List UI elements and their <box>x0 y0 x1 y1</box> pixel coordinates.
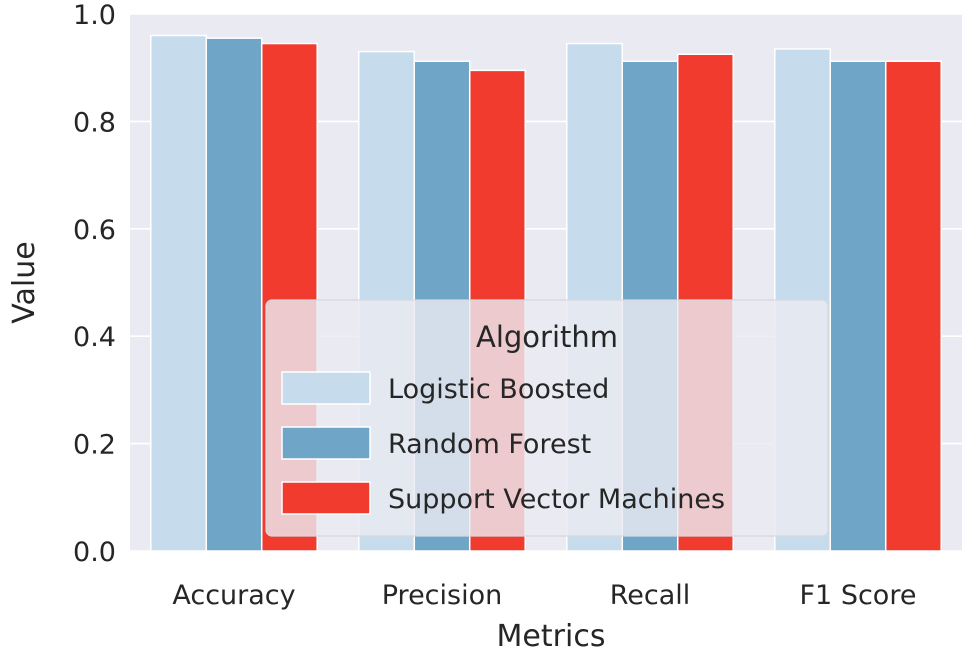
legend: Algorithm Logistic Boosted Random Forest S… <box>265 299 829 537</box>
legend-box <box>265 299 829 537</box>
legend-swatch <box>281 426 371 460</box>
legend-label: Random Forest <box>388 429 591 460</box>
y-tick-label: 0.8 <box>73 107 116 138</box>
x-tick-label: Accuracy <box>172 580 295 611</box>
y-tick-label: 0.2 <box>73 430 116 461</box>
legend-swatch <box>281 481 371 515</box>
y-axis-ticks: 0.0 0.2 0.4 0.6 0.8 1.0 <box>73 0 116 568</box>
x-tick-label: Recall <box>610 580 691 611</box>
legend-title: Algorithm <box>476 320 618 354</box>
bar-random-forest-accuracy <box>205 37 263 552</box>
y-tick-label: 0.0 <box>73 537 116 568</box>
x-tick-label: F1 Score <box>800 580 917 611</box>
y-tick-label: 0.4 <box>73 322 116 353</box>
legend-label: Logistic Boosted <box>388 374 609 405</box>
x-tick-label: Precision <box>382 580 502 611</box>
x-axis-title: Metrics <box>497 619 606 654</box>
y-tick-label: 1.0 <box>73 0 116 31</box>
bar-random-forest-f1-score <box>829 60 887 552</box>
legend-label: Support Vector Machines <box>388 484 725 515</box>
bar-support-vector-machines-f1-score <box>884 60 942 552</box>
legend-swatch <box>281 371 371 405</box>
y-tick-label: 0.6 <box>73 215 116 246</box>
x-axis-ticks: Accuracy Precision Recall F1 Score <box>172 580 916 611</box>
bar-logistic-boosted-accuracy <box>150 34 208 552</box>
y-axis-title: Value <box>7 241 42 323</box>
legend-entries: Logistic Boosted Random Forest Support Vec… <box>281 371 725 515</box>
